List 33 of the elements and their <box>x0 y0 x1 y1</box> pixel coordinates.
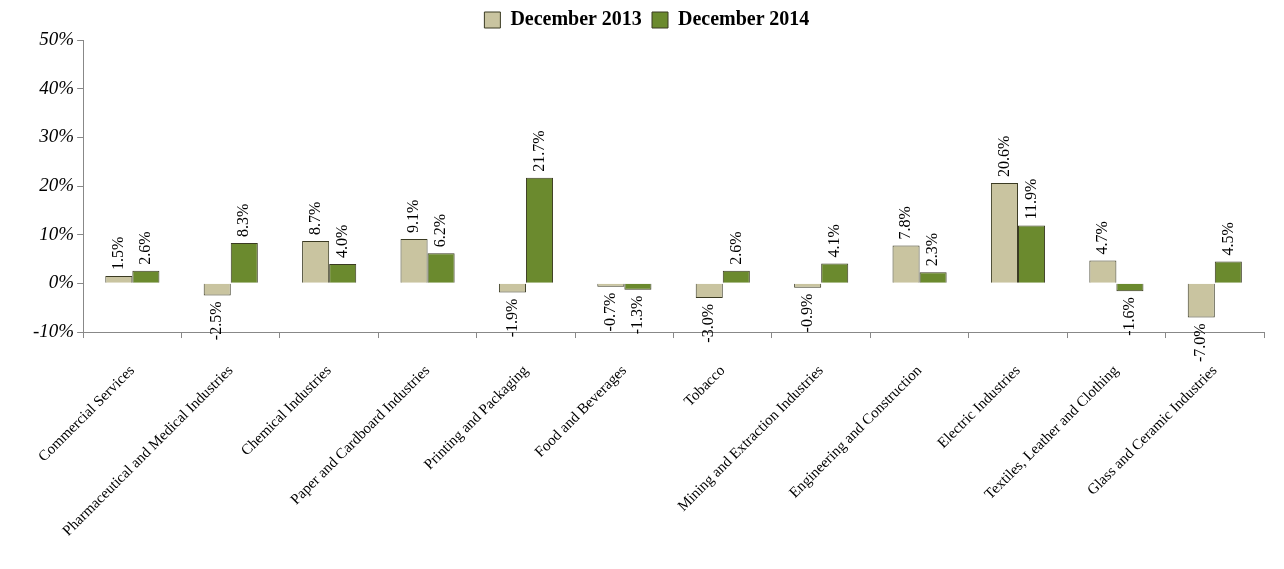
y-tick-label: 20% <box>39 174 75 196</box>
data-label: 8.7% <box>305 201 323 236</box>
data-label: 9.1% <box>404 199 422 234</box>
data-label: 4.0% <box>332 224 350 258</box>
data-label: -0.7% <box>601 292 619 332</box>
data-label: 11.9% <box>1021 178 1039 220</box>
data-label: -2.5% <box>207 301 225 341</box>
data-label: 1.5% <box>109 236 127 271</box>
data-label: 2.3% <box>923 232 941 267</box>
data-label: 2.6% <box>726 231 744 265</box>
legend-label: December 2013 <box>510 7 642 30</box>
data-label: -7.0% <box>1191 323 1209 363</box>
data-label: -3.0% <box>699 303 717 343</box>
data-label: 4.1% <box>824 224 842 258</box>
data-label: -1.9% <box>502 298 520 338</box>
data-label: 4.5% <box>1218 222 1236 256</box>
data-label: 20.6% <box>994 135 1012 178</box>
y-tick-label: 0% <box>48 271 75 293</box>
y-tick-label: 40% <box>39 76 75 98</box>
data-label: -0.9% <box>797 293 815 333</box>
data-label: 21.7% <box>529 130 547 172</box>
data-label: -1.3% <box>628 295 646 335</box>
y-tick-label: 30% <box>38 125 75 147</box>
data-label: 7.8% <box>896 206 914 240</box>
data-label: 6.2% <box>431 213 449 248</box>
y-tick-label: -10% <box>33 320 75 342</box>
y-tick-label: 50% <box>39 28 75 49</box>
data-label: -1.6% <box>1120 297 1138 336</box>
data-label: 2.6% <box>136 231 154 265</box>
y-tick-label: 10% <box>39 222 75 244</box>
data-label: 8.3% <box>234 203 252 237</box>
legend-label: December 2014 <box>678 7 810 30</box>
data-label: 4.7% <box>1093 221 1111 255</box>
